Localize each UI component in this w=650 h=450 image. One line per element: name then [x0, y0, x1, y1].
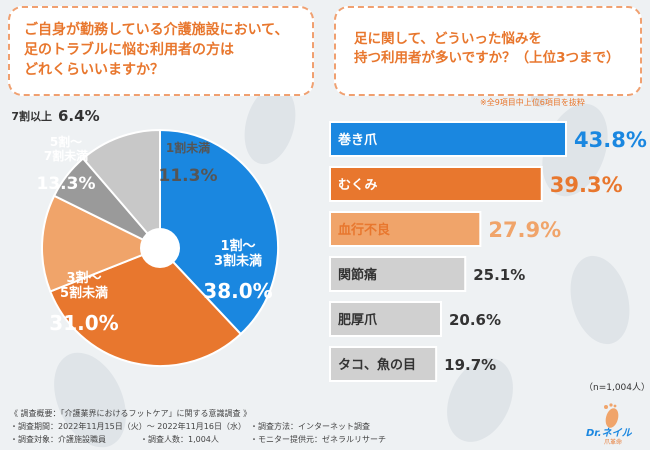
pie-slice-value: 38.0%	[203, 279, 272, 303]
logo-sub: 爪革命	[604, 439, 623, 446]
question-1-line: どれくらいいますか？	[24, 62, 164, 78]
pie-slice-value: 13.3%	[37, 174, 96, 194]
question-1-box: ご自身が勤務している介護施設において、 足のトラブルに悩む利用者の方は どれくら…	[8, 6, 314, 96]
bar-category-label: 関節痛	[338, 267, 377, 283]
bar-value-label: 39.3%	[550, 173, 623, 197]
footer-period: ・調査期間：2022年11月15日（火）～ 2022年11月16日（水）	[10, 422, 246, 431]
bar	[329, 121, 567, 157]
pie-slice-label: 5割～	[50, 134, 82, 149]
donut-chart: 1割～3割未満 38.0% 3割～5割未満 31.0% 5割～7割未満 13.3% 7割以上…	[11, 107, 279, 367]
question-1-line: ご自身が勤務している介護施設において、	[24, 22, 289, 38]
bar-category-label: むくみ	[338, 178, 378, 193]
bar	[329, 256, 467, 292]
pie-slice-label: 7割未満	[44, 148, 88, 163]
pie-slice	[81, 128, 161, 251]
question-2-line: 足に関して、どういった悩みを	[354, 31, 542, 47]
pie-slice	[159, 128, 279, 336]
bar-value-label: 25.1%	[473, 266, 525, 284]
pie-slice-value: 6.4%	[58, 107, 100, 125]
bar-value-label: 27.9%	[488, 218, 561, 242]
question-2-box: 足に関して、どういった悩みを 持つ利用者が多いですか？（上位3つまで）	[334, 6, 642, 96]
pie-slice	[48, 246, 243, 367]
pie-slice-label: 1割未満	[166, 140, 210, 155]
sample-size: （n=1,004人）	[584, 383, 650, 393]
footer-method: ・調査方法：インターネット調査	[250, 422, 370, 431]
bar	[329, 211, 482, 247]
bar-value-label: 43.8%	[574, 128, 647, 152]
bar	[329, 301, 442, 337]
bar-category-label: 肥厚爪	[338, 312, 378, 328]
bar-category-label: 血行不良	[338, 222, 390, 238]
pie-slice-label: 7割以上	[11, 109, 52, 123]
pie-slice-label: 3割未満	[214, 253, 262, 269]
footprint-logo-icon	[604, 403, 619, 428]
pie-slice-value: 31.0%	[49, 311, 118, 335]
footer-provider: ・モニター提供元：ゼネラルリサーチ	[250, 435, 386, 444]
pie-slice-label: 3割～	[66, 270, 101, 286]
note-text: ※全9項目中上位6項目を抜粋	[480, 98, 585, 107]
pie-slice-value: 11.3%	[159, 166, 218, 186]
bar-chart: 巻き爪 43.8% むくみ 39.3% 血行不良 27.9% 関節痛 25.1% 肥厚爪 20.6…	[329, 121, 647, 382]
bar-category-label: タコ、魚の目	[338, 357, 416, 373]
bar	[329, 166, 543, 202]
donut-hole	[140, 228, 180, 268]
footer-count: ・調査人数：1,004人	[140, 435, 219, 444]
bar-value-label: 19.7%	[444, 356, 496, 374]
footer-title: 《 調査概要：「介護業界におけるフットケア」に関する意識調査 》	[10, 409, 252, 418]
bar	[329, 346, 438, 382]
bar-category-label: 巻き爪	[337, 132, 378, 148]
bar-value-label: 20.6%	[449, 311, 501, 329]
survey-footer: 《 調査概要：「介護業界におけるフットケア」に関する意識調査 》 ・調査期間：2…	[10, 407, 600, 446]
pie-slice	[41, 194, 163, 293]
question-1-line: 足のトラブルに悩む利用者の方は	[24, 42, 234, 58]
logo-brand: Dr.ネイル	[586, 428, 632, 439]
pie-slice-label: 5割未満	[60, 285, 108, 301]
question-2-line: 持つ利用者が多いですか？（上位3つまで）	[354, 50, 620, 66]
pie-slice-label: 1割～	[220, 238, 255, 254]
footer-target: ・調査対象：介護施設職員	[10, 435, 106, 444]
dr-nail-logo: Dr.ネイル 爪革命	[582, 402, 644, 446]
